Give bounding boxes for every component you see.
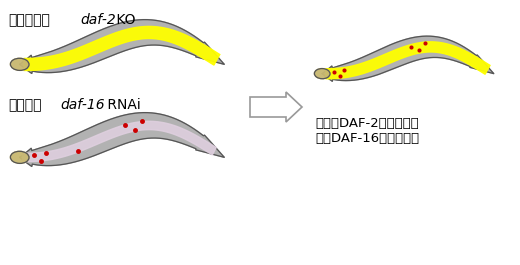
Ellipse shape [315, 69, 330, 79]
Text: 腸でDAF-16の機能抑制: 腸でDAF-16の機能抑制 [315, 132, 419, 145]
Text: RNAi: RNAi [103, 98, 141, 112]
Text: 神経特異的: 神経特異的 [8, 13, 50, 27]
Polygon shape [20, 113, 224, 166]
FancyArrow shape [250, 92, 302, 122]
Text: daf-2: daf-2 [80, 13, 116, 27]
Text: 神経でDAF-2の機能抑制: 神経でDAF-2の機能抑制 [315, 117, 419, 130]
Ellipse shape [10, 58, 29, 70]
Ellipse shape [10, 151, 29, 164]
Polygon shape [322, 36, 494, 81]
Polygon shape [20, 20, 224, 73]
Polygon shape [22, 121, 216, 162]
Polygon shape [24, 26, 220, 70]
Text: KO: KO [112, 13, 136, 27]
Text: 腸特異的: 腸特異的 [8, 98, 42, 112]
Text: daf-16: daf-16 [60, 98, 105, 112]
Polygon shape [326, 42, 490, 79]
